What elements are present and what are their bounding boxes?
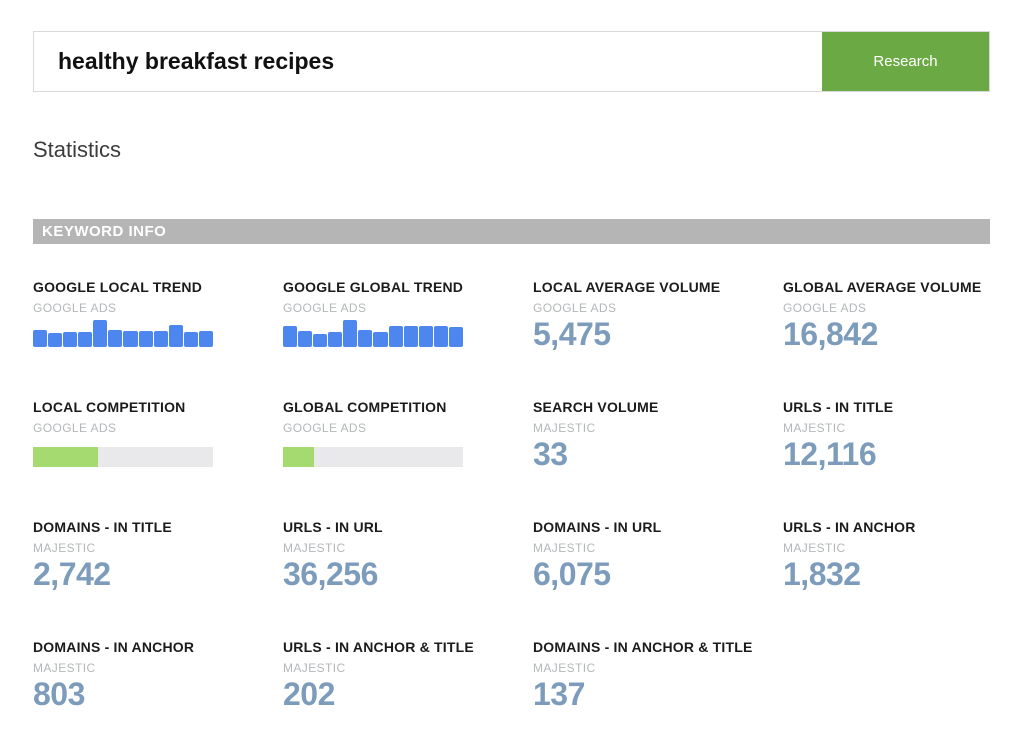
stat-card-urls-in-url: URLS - IN URL MAJESTIC 36,256 — [283, 520, 533, 640]
stat-card-value: 803 — [33, 676, 85, 712]
stat-card-source: MAJESTIC — [283, 661, 346, 675]
stat-card-source: MAJESTIC — [33, 661, 96, 675]
stat-card-domains-in-anchor-and-title: DOMAINS - IN ANCHOR & TITLE MAJESTIC 137 — [533, 640, 783, 734]
trend-bar — [63, 331, 78, 347]
stat-card-title: DOMAINS - IN ANCHOR & TITLE — [533, 639, 753, 655]
competition-progress-track — [283, 447, 463, 467]
trend-bar — [373, 331, 388, 347]
trend-bar — [78, 331, 93, 347]
stat-card-domains-in-title: DOMAINS - IN TITLE MAJESTIC 2,742 — [33, 520, 283, 640]
stat-card-title: DOMAINS - IN URL — [533, 519, 662, 535]
trend-bar — [138, 331, 153, 347]
trend-bar — [33, 330, 48, 347]
statistics-grid: GOOGLE LOCAL TREND GOOGLE ADS GOOGLE GLO… — [33, 280, 990, 734]
stat-card-title: SEARCH VOLUME — [533, 399, 659, 415]
trend-bar — [433, 325, 448, 347]
trend-bar — [283, 325, 298, 347]
competition-progress-track — [33, 447, 213, 467]
stat-card-title: LOCAL AVERAGE VOLUME — [533, 279, 721, 295]
stat-card-source: MAJESTIC — [283, 541, 346, 555]
stat-card-source: GOOGLE ADS — [33, 421, 117, 435]
stat-card-global-average-volume: GLOBAL AVERAGE VOLUME GOOGLE ADS 16,842 — [783, 280, 990, 400]
stat-card-source: GOOGLE ADS — [283, 421, 367, 435]
stat-card-title: GLOBAL COMPETITION — [283, 399, 447, 415]
stat-card-google-global-trend: GOOGLE GLOBAL TREND GOOGLE ADS — [283, 280, 533, 400]
stat-card-local-competition: LOCAL COMPETITION GOOGLE ADS — [33, 400, 283, 520]
research-button[interactable]: Research — [822, 32, 989, 91]
stat-card-global-competition: GLOBAL COMPETITION GOOGLE ADS — [283, 400, 533, 520]
stat-card-source: GOOGLE ADS — [533, 301, 617, 315]
stat-card-source: MAJESTIC — [533, 421, 596, 435]
stat-card-google-local-trend: GOOGLE LOCAL TREND GOOGLE ADS — [33, 280, 283, 400]
stat-card-value: 137 — [533, 676, 585, 712]
trend-bar — [403, 325, 418, 347]
competition-progress-fill — [283, 447, 314, 467]
stat-card-value: 12,116 — [783, 436, 877, 472]
trend-bar — [358, 329, 373, 347]
stat-card-source: MAJESTIC — [533, 661, 596, 675]
stat-card-title: URLS - IN TITLE — [783, 399, 894, 415]
stat-card-title: GOOGLE LOCAL TREND — [33, 279, 203, 295]
stat-card-title: URLS - IN URL — [283, 519, 383, 535]
stat-card-urls-in-anchor: URLS - IN ANCHOR MAJESTIC 1,832 — [783, 520, 990, 640]
stat-card-source: GOOGLE ADS — [283, 301, 367, 315]
trend-bar — [448, 326, 463, 347]
stat-card-title: DOMAINS - IN ANCHOR — [33, 639, 195, 655]
trend-bar-chart — [283, 320, 463, 347]
trend-bar — [108, 330, 123, 347]
trend-bar — [418, 325, 433, 347]
keyword-search-input[interactable] — [34, 32, 822, 91]
stat-card-domains-in-anchor: DOMAINS - IN ANCHOR MAJESTIC 803 — [33, 640, 283, 734]
trend-bar — [153, 331, 168, 347]
trend-bar — [48, 332, 63, 347]
trend-bar-chart — [33, 320, 213, 347]
stat-card-value: 1,832 — [783, 556, 861, 592]
stat-card-value: 33 — [533, 436, 568, 472]
trend-bar — [328, 331, 343, 347]
stat-card-source: MAJESTIC — [783, 541, 846, 555]
stat-card-title: GOOGLE GLOBAL TREND — [283, 279, 464, 295]
stat-card-urls-in-title: URLS - IN TITLE MAJESTIC 12,116 — [783, 400, 990, 520]
trend-bar — [198, 331, 213, 347]
stat-card-source: GOOGLE ADS — [783, 301, 867, 315]
stat-card-local-average-volume: LOCAL AVERAGE VOLUME GOOGLE ADS 5,475 — [533, 280, 783, 400]
keyword-search-bar: Research — [33, 31, 990, 92]
stat-card-title: LOCAL COMPETITION — [33, 399, 186, 415]
stat-card-title: URLS - IN ANCHOR & TITLE — [283, 639, 474, 655]
stat-card-domains-in-url: DOMAINS - IN URL MAJESTIC 6,075 — [533, 520, 783, 640]
stat-card-source: GOOGLE ADS — [33, 301, 117, 315]
stat-card-value: 6,075 — [533, 556, 611, 592]
stat-card-value: 202 — [283, 676, 335, 712]
stat-card-source: MAJESTIC — [33, 541, 96, 555]
trend-bar — [93, 320, 108, 347]
stat-card-value: 2,742 — [33, 556, 111, 592]
stat-card-search-volume: SEARCH VOLUME MAJESTIC 33 — [533, 400, 783, 520]
stat-card-value: 5,475 — [533, 316, 611, 352]
stat-card-urls-in-anchor-and-title: URLS - IN ANCHOR & TITLE MAJESTIC 202 — [283, 640, 533, 734]
stat-card-title: URLS - IN ANCHOR — [783, 519, 916, 535]
trend-bar — [313, 333, 328, 347]
trend-bar — [168, 325, 183, 347]
trend-bar — [343, 320, 358, 347]
page-title: Statistics — [33, 137, 122, 162]
trend-bar — [183, 331, 198, 347]
competition-progress-fill — [33, 447, 98, 467]
stat-card-title: GLOBAL AVERAGE VOLUME — [783, 279, 982, 295]
stat-card-source: MAJESTIC — [533, 541, 596, 555]
stat-card-title: DOMAINS - IN TITLE — [33, 519, 172, 535]
trend-bar — [123, 331, 138, 347]
stat-card-value: 36,256 — [283, 556, 378, 592]
stat-card-source: MAJESTIC — [783, 421, 846, 435]
trend-bar — [298, 330, 313, 347]
trend-bar — [388, 325, 403, 347]
stat-card-value: 16,842 — [783, 316, 878, 352]
keyword-info-section-header: KEYWORD INFO — [33, 219, 990, 244]
